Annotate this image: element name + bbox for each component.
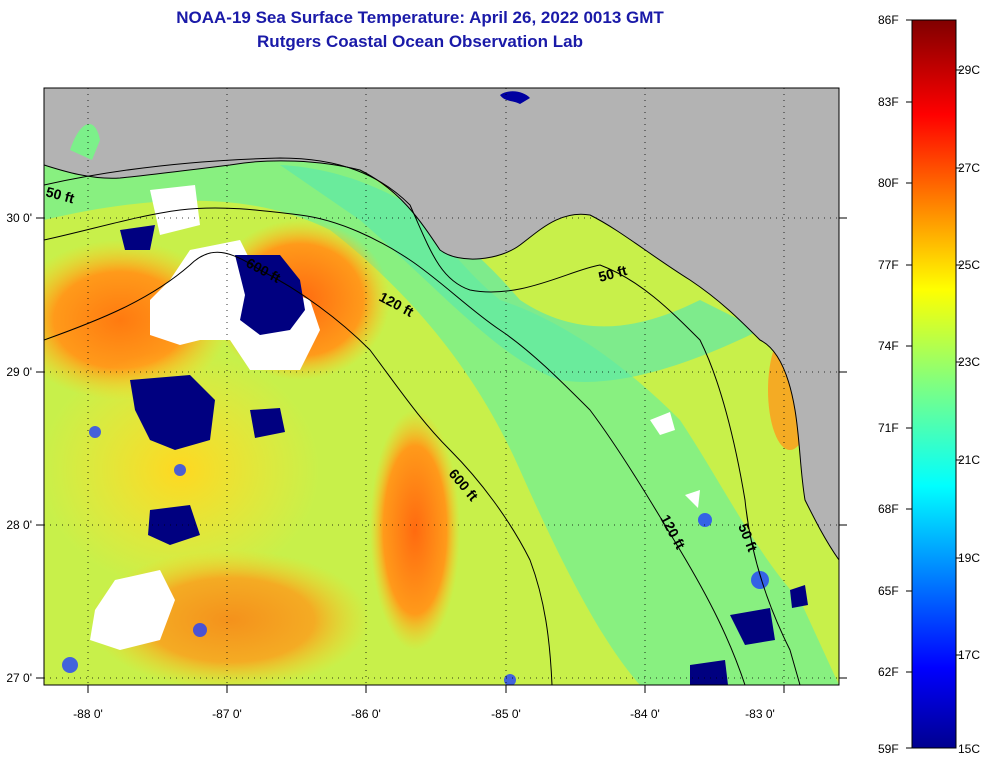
colorbar-f-label: 68F [878, 502, 899, 516]
colorbar-f-label: 77F [878, 258, 899, 272]
graticule [44, 88, 839, 685]
colorbar-c-label: 19C [958, 551, 981, 565]
colorbar-f-label: 86F [878, 13, 899, 27]
warm-patch-south [370, 410, 460, 650]
colorbar-ticks [906, 19, 962, 749]
lon-label: -88 0' [73, 707, 103, 721]
axis-ticks [36, 217, 847, 693]
colorbar-c-label: 29C [958, 63, 981, 77]
colorbar-f-label: 71F [878, 421, 899, 435]
lon-label: -87 0' [212, 707, 242, 721]
colorbar [911, 19, 957, 749]
land-mass [44, 88, 839, 560]
cool-shelf-band [280, 165, 760, 382]
colorbar-f-label: 83F [878, 95, 899, 109]
lon-label: -85 0' [491, 707, 521, 721]
contour-label-50ft-west: 50 ft [44, 183, 76, 206]
colorbar-c-label: 17C [958, 648, 981, 662]
title-line-2: Rutgers Coastal Ocean Observation Lab [257, 32, 583, 51]
colorbar-f-label: 74F [878, 339, 899, 353]
lon-label: -83 0' [745, 707, 775, 721]
colorbar-f-label: 59F [878, 742, 899, 756]
colorbar-c-label: 15C [958, 742, 981, 756]
lat-label: 27 0' [6, 671, 32, 685]
lat-label: 29 0' [6, 365, 32, 379]
lat-label: 30 0' [6, 211, 32, 225]
colorbar-f-label: 62F [878, 665, 899, 679]
title-line-1: NOAA-19 Sea Surface Temperature: April 2… [176, 8, 664, 27]
map-frame [43, 87, 840, 686]
colorbar-c-label: 21C [958, 453, 981, 467]
bay-west [70, 123, 100, 160]
depth-contours [44, 157, 801, 685]
map-area [44, 88, 839, 685]
colorbar-c-label: 23C [958, 355, 981, 369]
lake-north [500, 91, 530, 104]
cold-pixels [120, 225, 808, 685]
colorbar-c-label: 25C [958, 258, 981, 272]
lon-label: -84 0' [630, 707, 660, 721]
coastline [44, 160, 839, 561]
lat-label: 28 0' [6, 518, 32, 532]
lon-label: -86 0' [351, 707, 381, 721]
cool-speckles [62, 426, 769, 685]
colorbar-f-label: 65F [878, 584, 899, 598]
colorbar-f-label: 80F [878, 176, 899, 190]
cloud-cover [90, 185, 700, 650]
contour-label-50ft-north: 50 ft [597, 262, 629, 285]
colorbar-c-label: 27C [958, 161, 981, 175]
shelf-water [44, 153, 839, 685]
